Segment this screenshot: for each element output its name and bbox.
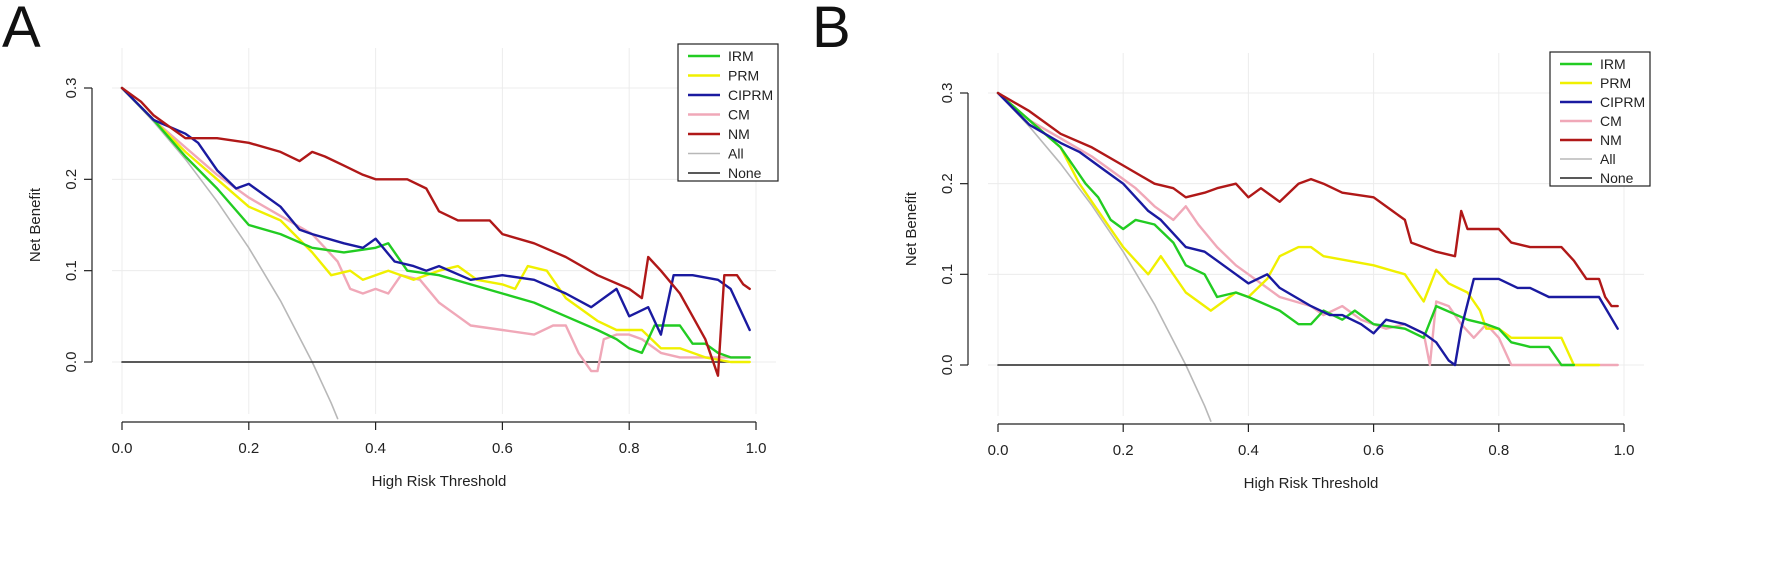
chart-a: 0.0 0.2 0.4 0.6 0.8 1.0 0.0 0.1 0.2 0.3 High Risk … xyxy=(27,43,779,490)
legend-label-nm: NM xyxy=(1600,132,1622,148)
plot-area: 0.0 0.2 0.4 0.6 0.8 1.0 0.0 0.1 0.2 0.3 High Risk … xyxy=(27,43,779,490)
y-tick-label: 0.3 xyxy=(939,83,956,104)
y-axis-label: Net Benefit xyxy=(27,187,44,262)
x-tick-label: 0.0 xyxy=(988,442,1009,459)
legend: IRM PRM CIPRM CM NM All None xyxy=(677,43,779,182)
x-tick-label: 0.8 xyxy=(1488,442,1509,459)
legend-box xyxy=(677,43,779,182)
panel-b-label: B xyxy=(812,0,851,60)
legend-label-irm: IRM xyxy=(1600,56,1626,72)
x-tick-label: 0.4 xyxy=(1238,442,1259,459)
series-line-prm xyxy=(996,91,1601,367)
x-tick-label: 0.4 xyxy=(365,440,386,457)
legend-label-ciprm: CIPRM xyxy=(728,87,773,103)
legend-label-prm: PRM xyxy=(1600,75,1631,91)
legend-label-ciprm: CIPRM xyxy=(1600,94,1645,110)
series-line-ciprm xyxy=(120,86,751,336)
y-tick-label: 0.0 xyxy=(939,355,956,376)
x-tick-label: 0.2 xyxy=(238,440,259,457)
chart-b: 0.0 0.2 0.4 0.6 0.8 1.0 0.0 0.1 0.2 0.3 High Risk … xyxy=(903,51,1651,492)
series-line-prm xyxy=(120,86,751,364)
series-line-ciprm xyxy=(996,91,1619,367)
legend-label-irm: IRM xyxy=(728,48,754,64)
y-tick-label: 0.3 xyxy=(63,78,80,99)
legend-box xyxy=(1549,51,1651,187)
legend-label-nm: NM xyxy=(728,126,750,142)
x-tick-label: 1.0 xyxy=(746,440,767,457)
series-line-nm xyxy=(120,86,751,377)
x-tick-label: 0.6 xyxy=(492,440,513,457)
y-tick-label: 0.2 xyxy=(939,173,956,194)
x-tick-label: 0.6 xyxy=(1363,442,1384,459)
y-tick-label: 0.2 xyxy=(63,169,80,190)
panel-a-label: A xyxy=(2,0,41,60)
x-tick-label: 1.0 xyxy=(1614,442,1635,459)
y-tick-label: 0.1 xyxy=(63,260,80,281)
series-line-irm xyxy=(996,91,1576,367)
y-tick-label: 0.1 xyxy=(939,264,956,285)
legend-label-none: None xyxy=(1600,170,1634,186)
legend-label-cm: CM xyxy=(1600,113,1622,129)
series-line-all xyxy=(997,92,1212,422)
series-line-cm xyxy=(996,91,1619,367)
series-line-nm xyxy=(996,91,1619,308)
series-line-irm xyxy=(120,86,751,359)
legend: IRM PRM CIPRM CM NM All None xyxy=(1549,51,1651,187)
x-axis-label: High Risk Threshold xyxy=(372,473,507,490)
panel-a: A 0.0 0.2 0.4 0.6 0.8 1.0 0.0 0.1 0.2 0.3 High Ris… xyxy=(0,0,880,564)
y-axis-label: Net Benefit xyxy=(903,191,920,266)
series-line-cm xyxy=(120,86,751,373)
legend-label-none: None xyxy=(728,165,762,181)
plot-area: 0.0 0.2 0.4 0.6 0.8 1.0 0.0 0.1 0.2 0.3 High Risk … xyxy=(903,51,1651,492)
x-tick-label: 0.0 xyxy=(112,440,133,457)
legend-label-prm: PRM xyxy=(728,68,759,84)
series-line-all xyxy=(121,87,339,420)
x-axis-label: High Risk Threshold xyxy=(1244,475,1379,492)
y-tick-label: 0.0 xyxy=(63,352,80,373)
x-tick-label: 0.8 xyxy=(619,440,640,457)
legend-label-all: All xyxy=(728,146,744,162)
legend-label-all: All xyxy=(1600,151,1616,167)
legend-label-cm: CM xyxy=(728,107,750,123)
panel-b: B 0.0 0.2 0.4 0.6 0.8 1.0 0.0 0.1 0.2 0.3 High Ris… xyxy=(812,0,1772,564)
x-tick-label: 0.2 xyxy=(1113,442,1134,459)
